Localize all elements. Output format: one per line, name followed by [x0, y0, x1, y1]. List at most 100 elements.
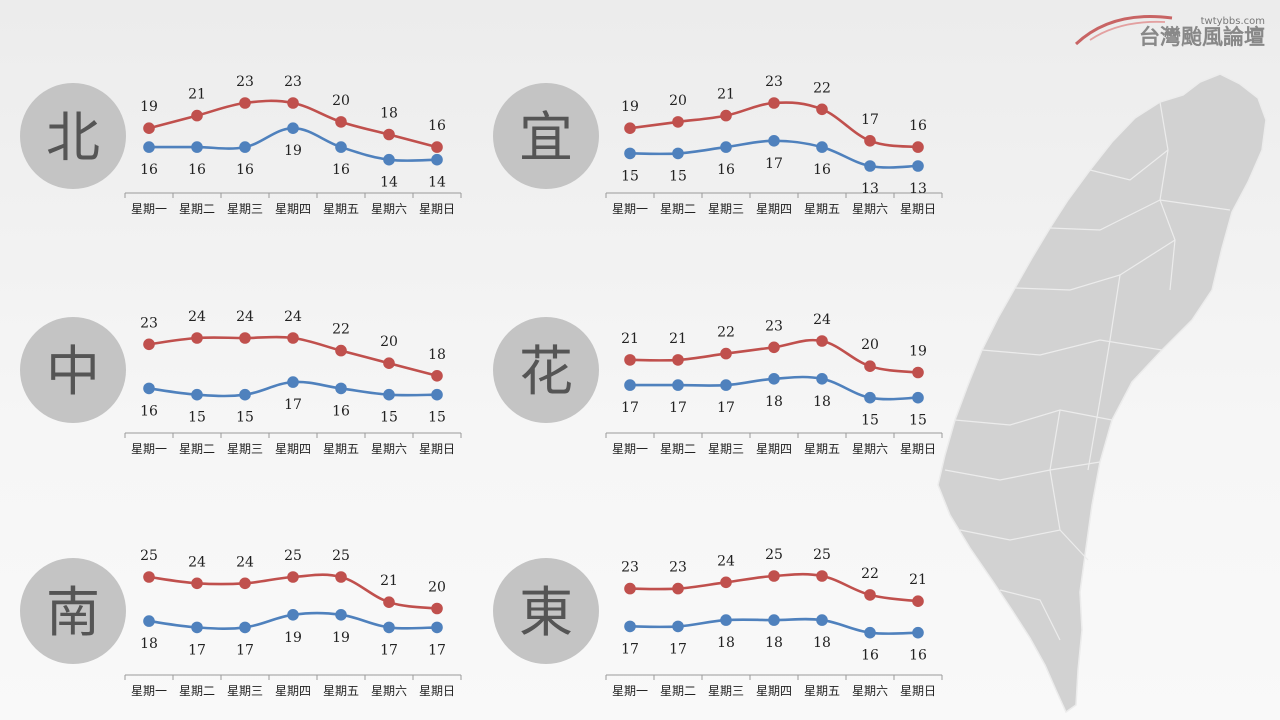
high-temp-label: 25 — [284, 548, 302, 564]
low-temp-point — [816, 141, 828, 153]
x-tick-label: 星期四 — [275, 202, 311, 216]
low-temp-label: 17 — [236, 642, 254, 658]
high-temp-label: 16 — [428, 118, 446, 134]
low-temp-label: 17 — [428, 642, 446, 658]
low-temp-point — [720, 614, 732, 626]
x-tick-label: 星期六 — [852, 202, 888, 216]
high-temp-label: 24 — [284, 309, 302, 325]
high-temp-point — [191, 577, 203, 590]
low-temp-point — [912, 626, 924, 639]
region-badge — [20, 558, 126, 664]
x-tick-label: 星期四 — [275, 442, 311, 456]
region-badge — [493, 558, 599, 664]
high-temp-point — [191, 109, 203, 122]
x-tick-label: 星期三 — [708, 684, 744, 698]
low-temp-label: 19 — [284, 143, 302, 159]
low-temp-label: 17 — [621, 641, 639, 657]
x-tick-label: 星期一 — [612, 442, 648, 456]
high-temp-label: 18 — [380, 106, 398, 122]
x-tick-label: 星期四 — [756, 442, 792, 456]
logo-url: twtybbs.com — [1201, 16, 1265, 27]
x-tick-label: 星期二 — [179, 202, 215, 216]
low-temp-label: 15 — [621, 168, 639, 184]
x-tick-label: 星期四 — [756, 202, 792, 216]
high-temp-label: 21 — [380, 573, 398, 589]
logo-swoosh-icon-2 — [1089, 20, 1166, 41]
x-tick-label: 星期二 — [179, 442, 215, 456]
low-temp-point — [816, 373, 828, 385]
low-temp-label: 15 — [669, 168, 687, 184]
low-temp-point — [816, 614, 828, 626]
x-tick-label: 星期六 — [852, 684, 888, 698]
low-temp-point — [335, 382, 347, 395]
region-badge — [493, 317, 599, 423]
high-temp-point — [864, 589, 876, 601]
high-temp-point — [239, 577, 251, 590]
x-tick-label: 星期六 — [371, 202, 407, 216]
low-temp-label: 16 — [332, 403, 350, 419]
low-temp-label: 14 — [380, 175, 398, 191]
high-temp-label: 20 — [428, 580, 446, 596]
high-temp-point — [864, 135, 876, 147]
high-temp-label: 25 — [332, 548, 350, 564]
high-temp-label: 22 — [332, 322, 350, 338]
low-temp-point — [768, 135, 780, 147]
low-temp-label: 17 — [669, 400, 687, 416]
high-temp-label: 20 — [332, 93, 350, 109]
high-temp-label: 23 — [284, 74, 302, 90]
x-tick-label: 星期日 — [900, 202, 936, 216]
x-tick-label: 星期五 — [323, 202, 359, 216]
high-temp-point — [720, 576, 732, 589]
low-temp-label: 17 — [717, 400, 735, 416]
region-name: 南 — [46, 581, 100, 644]
high-temp-label: 24 — [236, 554, 254, 570]
region-name: 東 — [519, 581, 573, 644]
low-temp-point — [431, 153, 443, 166]
high-temp-point — [383, 357, 395, 370]
high-temp-point — [431, 602, 443, 615]
low-temp-point — [912, 391, 924, 404]
high-temp-label: 22 — [813, 80, 831, 96]
region-badge — [20, 83, 126, 189]
low-temp-label: 18 — [813, 635, 831, 651]
low-temp-point — [287, 122, 299, 134]
x-tick-label: 星期三 — [708, 202, 744, 216]
x-tick-label: 星期日 — [900, 442, 936, 456]
x-tick-label: 星期四 — [756, 684, 792, 698]
high-temp-point — [143, 571, 155, 583]
high-temp-point — [912, 141, 924, 153]
low-temp-point — [335, 141, 347, 153]
high-temp-label: 21 — [621, 331, 639, 347]
high-temp-point — [431, 141, 443, 153]
low-temp-point — [431, 621, 443, 634]
site-logo[interactable]: twtybbs.com 台灣颱風論壇 — [1074, 14, 1265, 49]
low-temp-label: 17 — [284, 397, 302, 413]
x-tick-label: 星期五 — [804, 684, 840, 698]
region-name: 花 — [519, 340, 573, 403]
high-temp-point — [143, 338, 155, 351]
x-tick-label: 星期三 — [708, 442, 744, 456]
low-temp-label: 16 — [140, 162, 158, 178]
high-temp-label: 24 — [188, 309, 206, 325]
high-temp-point — [335, 116, 347, 128]
low-temp-label: 15 — [428, 410, 446, 426]
high-temp-label: 21 — [669, 331, 687, 347]
low-temp-label: 17 — [669, 641, 687, 657]
logo-name: 台灣颱風論壇 — [1139, 25, 1265, 49]
high-temp-point — [383, 128, 395, 141]
low-temp-point — [672, 620, 684, 633]
x-tick-label: 星期五 — [323, 684, 359, 698]
low-temp-point — [624, 620, 636, 633]
low-temp-label: 19 — [332, 630, 350, 646]
low-temp-label: 18 — [717, 635, 735, 651]
low-temp-label: 13 — [909, 181, 927, 197]
high-temp-label: 24 — [188, 554, 206, 570]
high-temp-label: 20 — [380, 334, 398, 350]
low-temp-label: 16 — [909, 648, 927, 664]
region-badge — [493, 83, 599, 189]
high-temp-label: 20 — [669, 93, 687, 109]
high-temp-label: 23 — [236, 74, 254, 90]
